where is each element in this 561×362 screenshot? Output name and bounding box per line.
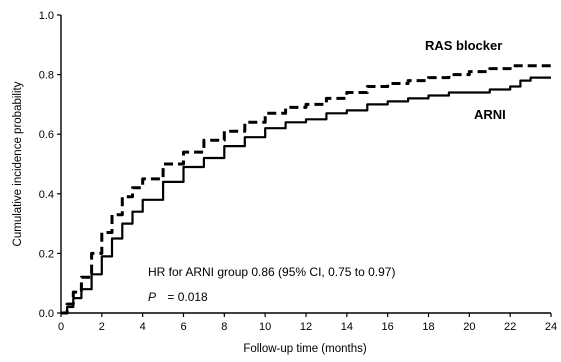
x-tick-label-16: 16 bbox=[382, 321, 394, 333]
x-tick-label-2: 2 bbox=[99, 321, 105, 333]
y-tick-label-0.8: 0.8 bbox=[39, 70, 54, 82]
x-tick-label-12: 12 bbox=[300, 321, 312, 333]
x-tick-label-14: 14 bbox=[341, 321, 353, 333]
x-tick-label-20: 20 bbox=[463, 321, 475, 333]
p-symbol: P bbox=[148, 290, 156, 304]
x-tick-label-10: 10 bbox=[259, 321, 271, 333]
hr-annotation: HR for ARNI group 0.86 (95% CI, 0.75 to … bbox=[148, 265, 395, 279]
y-tick-label-0.0: 0.0 bbox=[39, 308, 54, 320]
series-line-arni bbox=[61, 76, 551, 315]
y-tick-label-0.4: 0.4 bbox=[39, 189, 54, 201]
p-value-annotation: P = 0.018 bbox=[148, 290, 208, 304]
plot-area: 0 2 4 6 8 10 12 14 16 18 20 22 240.00.20.40.60.81.0 bbox=[39, 10, 557, 333]
p-value: = 0.018 bbox=[167, 290, 208, 304]
x-tick-label-8: 8 bbox=[221, 321, 227, 333]
x-axis-title: Follow-up time (months) bbox=[243, 343, 367, 355]
x-tick-label-0: 0 bbox=[58, 321, 64, 333]
series-label-ras-blocker: RAS blocker bbox=[425, 38, 502, 53]
x-tick-label-24: 24 bbox=[545, 321, 557, 333]
series-label-arni: ARNI bbox=[474, 107, 506, 122]
x-tick-label-6: 6 bbox=[180, 321, 186, 333]
series-line-ras-blocker bbox=[61, 62, 553, 315]
x-tick-label-18: 18 bbox=[422, 321, 434, 333]
y-tick-label-1.0: 1.0 bbox=[39, 10, 54, 22]
y-axis-title: Cumulative incidence probability bbox=[12, 81, 24, 246]
y-tick-label-0.6: 0.6 bbox=[39, 129, 54, 141]
y-tick-label-0.2: 0.2 bbox=[39, 248, 54, 260]
x-tick-label-22: 22 bbox=[504, 321, 516, 333]
x-tick-label-4: 4 bbox=[140, 321, 146, 333]
